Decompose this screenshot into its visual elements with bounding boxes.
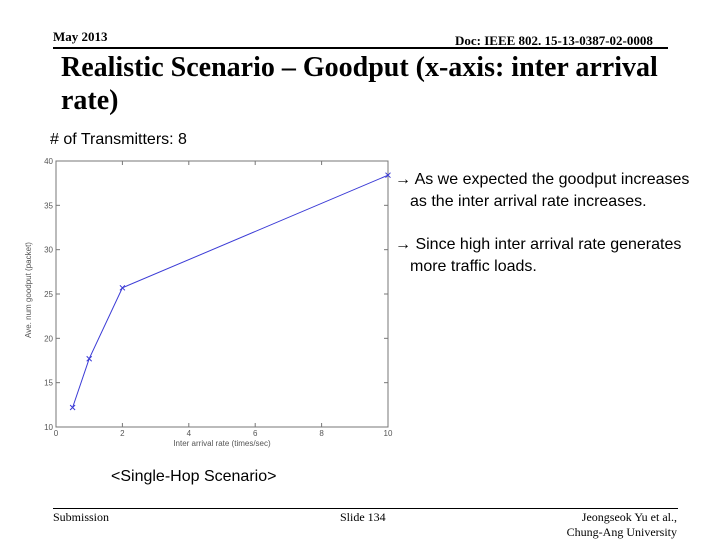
header-date: May 2013 xyxy=(53,29,108,44)
note-traffic-load: → Since high inter arrival rate generate… xyxy=(395,234,681,278)
x-tick-label: 4 xyxy=(187,429,192,438)
data-point-marker xyxy=(119,284,126,291)
note-2-line-2: more traffic loads. xyxy=(410,258,537,275)
note-2-line-1: → Since high inter arrival rate generate… xyxy=(395,236,682,253)
y-tick-label: 20 xyxy=(44,334,53,343)
y-tick-label: 30 xyxy=(44,246,53,255)
y-tick-label: 35 xyxy=(44,201,53,210)
data-point-marker xyxy=(86,355,93,362)
header-doc-id: Doc: IEEE 802. 15-13-0387-02-0008 xyxy=(455,33,653,48)
x-tick-label: 10 xyxy=(384,429,393,438)
plot-area: 0 2 4 6 8 10 10 15 20 25 30 35 40 xyxy=(44,157,393,438)
note-1-line-2: as the inter arrival rate increases. xyxy=(410,193,647,210)
data-point-marker xyxy=(385,172,391,179)
y-axis-label: Ave. num goodput (packet) xyxy=(24,242,33,338)
y-tick-label: 10 xyxy=(44,423,53,432)
x-tick-label: 8 xyxy=(319,429,324,438)
y-tick-label: 25 xyxy=(44,290,53,299)
note-goodput-increase: → As we expected the goodput increases a… xyxy=(395,169,689,213)
y-tick-label: 15 xyxy=(44,379,53,388)
x-axis-label: Inter arrival rate (times/sec) xyxy=(173,439,271,448)
note-1-line-1: → As we expected the goodput increases xyxy=(395,171,690,188)
footer-slide-number: Slide 134 xyxy=(340,510,386,524)
x-tick-label: 0 xyxy=(54,429,59,438)
y-tick-label: 40 xyxy=(44,157,53,166)
header-divider xyxy=(53,47,668,49)
transmitter-count: # of Transmitters: 8 xyxy=(50,131,187,148)
footer-author-line: Jeongseok Yu et al., xyxy=(581,510,677,524)
slide-title: Realistic Scenario – Goodput (x-axis: in… xyxy=(61,52,658,116)
data-point-marker xyxy=(69,404,76,411)
footer-authors: Jeongseok Yu et al., Chung-Ang Universit… xyxy=(540,510,677,540)
goodput-series-line xyxy=(72,174,389,408)
footer-affiliation-line: Chung-Ang University xyxy=(566,525,677,539)
footer-divider xyxy=(53,508,678,509)
x-tick-label: 2 xyxy=(120,429,125,438)
footer-submission: Submission xyxy=(53,510,110,524)
plot-frame xyxy=(55,160,389,428)
x-tick-label: 6 xyxy=(253,429,258,438)
scenario-caption: <Single-Hop Scenario> xyxy=(111,468,277,485)
